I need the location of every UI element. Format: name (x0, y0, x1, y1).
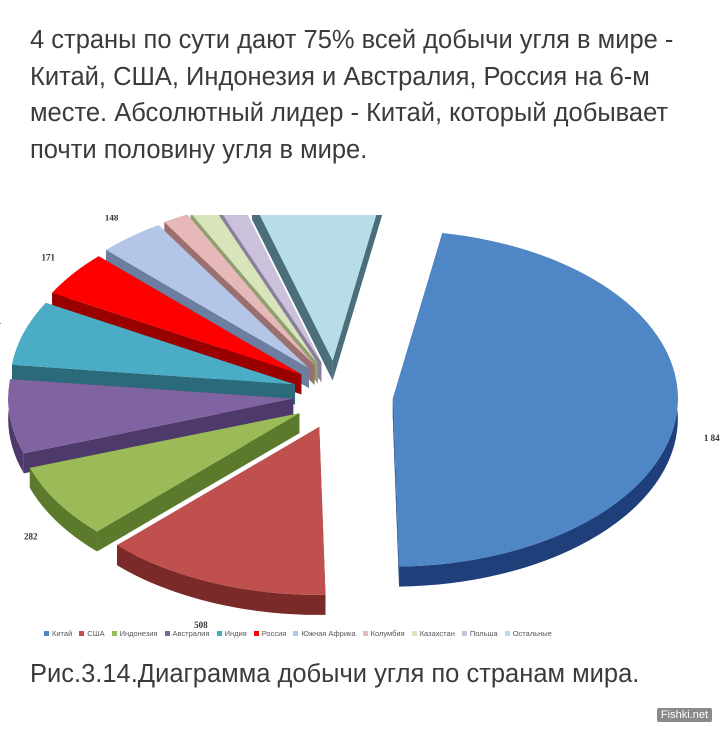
pie-slice-side-3 (8, 379, 24, 474)
legend-swatch-1 (79, 631, 85, 636)
pie-slice-2 (29, 413, 300, 552)
legend-swatch-4 (216, 631, 222, 636)
pie-slice-side-1 (117, 545, 326, 615)
value-label-6: 148 (105, 215, 119, 222)
legend-swatch-9 (461, 631, 467, 636)
legend-item-5: Россия (253, 629, 287, 638)
pie-slice-3 (8, 379, 294, 474)
pie-slice-top-7 (164, 215, 315, 365)
legend-swatch-7 (362, 631, 368, 636)
pie-slice-top-4 (11, 302, 296, 385)
legend-label-9: Польша (469, 629, 498, 638)
value-label-2: 282 (24, 532, 38, 542)
pie-slice-face-a-10 (252, 215, 333, 381)
legend-item-0: Китай (44, 629, 72, 638)
pie-slice-top-0 (392, 233, 678, 567)
legend-swatch-8 (411, 631, 417, 636)
pie-slice-face-a-2 (97, 413, 300, 552)
legend-label-6: Южная Африка (301, 629, 356, 638)
legend-item-7: Колумбия (362, 629, 405, 638)
pie-slice-top-9 (223, 215, 322, 363)
legend-item-2: Индонезия (111, 629, 158, 638)
legend-swatch-2 (111, 631, 117, 636)
pie-slice-side-2 (29, 467, 98, 552)
pie-slice-1 (117, 426, 326, 615)
legend-label-8: Казахстан (419, 629, 455, 638)
legend-label-5: Россия (261, 629, 287, 638)
value-label-5: 171 (41, 253, 55, 263)
legend-swatch-6 (293, 631, 299, 636)
legend-item-10: Остальные (504, 629, 552, 638)
legend-label-0: Китай (52, 629, 73, 638)
pie-slice-top-3 (8, 379, 294, 454)
legend-item-9: Польша (461, 629, 498, 638)
value-label-1: 508 (194, 620, 208, 630)
legend-label-3: Австралия (172, 629, 210, 638)
pie-slice-top-2 (29, 413, 300, 532)
intro-text: 4 страны по сути дают 75% всей добычи уг… (30, 26, 674, 164)
pie-slice-10 (252, 215, 383, 381)
pie-slice-face-a-3 (23, 398, 294, 474)
pie-slice-face-b-10 (332, 215, 383, 381)
legend-label-4: Индия (224, 629, 247, 638)
legend-label-7: Колумбия (370, 629, 405, 638)
legend-swatch-0 (44, 631, 49, 636)
legend-swatch-3 (164, 631, 170, 636)
pie-slice-top-1 (117, 426, 326, 595)
value-label-0: 1 845 (704, 433, 720, 443)
legend-label-10: Остальные (512, 629, 552, 638)
legend-label-1: США (87, 629, 105, 638)
legend-item-6: Южная Африка (293, 629, 356, 638)
figure-caption: Рис.3.14.Диаграмма добычи угля по страна… (30, 660, 640, 688)
coal-production-pie-chart: 1 845508282281244171148585555289 (0, 215, 720, 630)
chart-legend: Китай США Индонезия Австралия Индия Россия Южн… (44, 629, 704, 638)
legend-item-8: Казахстан (411, 629, 455, 638)
pie-slice-top-5 (52, 256, 302, 375)
legend-label-2: Индонезия (119, 629, 158, 638)
pie-slice-0 (392, 233, 678, 587)
legend-swatch-5 (253, 631, 259, 636)
legend-item-4: Индия (216, 629, 247, 638)
watermark-logo: Fishki.net (656, 708, 712, 722)
pie-slice-face-b-0 (392, 398, 400, 587)
pie-slice-top-10 (259, 215, 377, 361)
legend-item-3: Австралия (164, 629, 210, 638)
legend-swatch-10 (504, 631, 510, 636)
legend-item-1: США (79, 629, 105, 638)
pie-slice-top-6 (106, 225, 309, 369)
value-label-4: 244 (0, 317, 1, 327)
